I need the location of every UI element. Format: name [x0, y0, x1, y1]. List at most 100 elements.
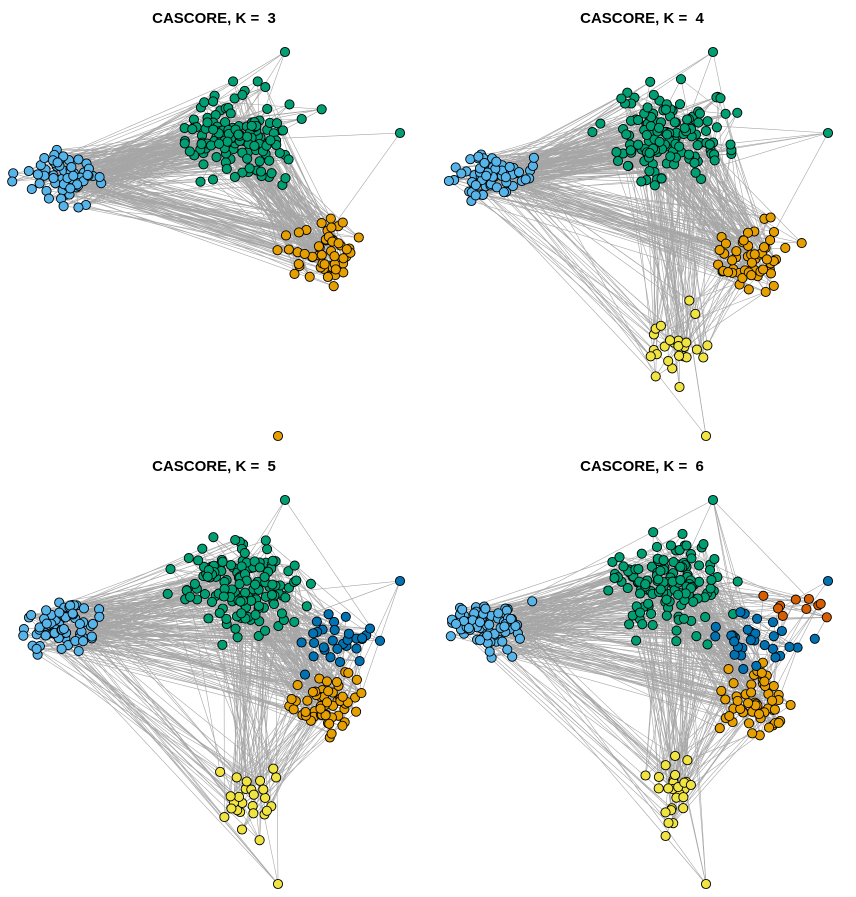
node — [289, 268, 300, 279]
edge — [69, 194, 328, 278]
node — [674, 544, 685, 556]
node — [690, 308, 701, 319]
edge — [463, 633, 669, 824]
node — [26, 184, 37, 195]
node — [743, 718, 755, 729]
edge — [76, 583, 195, 606]
node — [612, 155, 624, 167]
node — [261, 805, 272, 816]
nodes — [443, 46, 834, 442]
edge — [37, 654, 252, 790]
node — [773, 603, 784, 614]
edge — [666, 163, 802, 244]
node — [329, 251, 340, 262]
node — [208, 532, 219, 543]
node — [715, 93, 726, 104]
node — [640, 579, 651, 590]
node — [710, 621, 721, 632]
node — [221, 163, 232, 174]
node — [815, 598, 826, 609]
node — [729, 636, 740, 647]
edge — [484, 550, 677, 607]
edge — [338, 580, 401, 716]
node — [709, 155, 720, 166]
node — [607, 556, 618, 568]
node — [196, 139, 207, 150]
node — [682, 755, 693, 766]
node — [39, 153, 50, 164]
node — [354, 656, 365, 667]
node — [614, 552, 625, 563]
node — [87, 618, 98, 630]
node — [357, 633, 368, 644]
node — [504, 161, 515, 173]
node — [759, 242, 770, 253]
node — [226, 803, 237, 814]
node — [184, 146, 195, 157]
node — [746, 687, 757, 698]
edge — [490, 183, 673, 369]
node — [203, 613, 214, 624]
node — [242, 153, 253, 164]
node — [337, 691, 348, 702]
node — [655, 584, 666, 595]
node — [654, 136, 665, 147]
node — [222, 136, 233, 147]
network-graph — [18, 494, 406, 890]
node — [484, 646, 495, 657]
node — [694, 108, 705, 119]
node — [649, 180, 660, 191]
node — [219, 812, 230, 823]
node — [328, 281, 339, 292]
node — [648, 89, 659, 100]
node — [279, 46, 291, 58]
edge — [40, 81, 234, 166]
edge — [500, 174, 707, 437]
node — [276, 608, 287, 619]
node — [671, 636, 682, 647]
node — [484, 619, 495, 630]
edge — [167, 593, 238, 811]
edge — [186, 590, 274, 769]
node — [745, 635, 756, 646]
node — [647, 620, 658, 631]
node — [293, 259, 304, 270]
node — [217, 556, 228, 567]
node — [633, 115, 644, 126]
node — [52, 157, 63, 168]
node — [214, 607, 225, 619]
network-panel-k3: CASCORE, K = 3 — [0, 0, 428, 448]
node — [193, 555, 204, 566]
node — [272, 245, 283, 256]
edge — [645, 570, 661, 776]
node — [765, 212, 776, 223]
edge — [672, 709, 774, 824]
node — [255, 166, 267, 177]
edge — [71, 166, 325, 265]
node — [323, 609, 334, 620]
node — [700, 878, 712, 890]
node — [704, 564, 716, 576]
node — [264, 155, 275, 166]
edge — [525, 51, 714, 180]
node — [677, 528, 688, 539]
edge — [512, 174, 655, 335]
edge — [479, 617, 827, 623]
edge — [664, 144, 753, 263]
edge — [36, 634, 238, 811]
node — [82, 169, 93, 180]
edge — [232, 81, 333, 242]
node — [237, 89, 248, 101]
node — [327, 635, 338, 646]
node — [456, 168, 467, 179]
edge — [676, 132, 704, 358]
edge — [52, 109, 322, 161]
node — [236, 824, 248, 835]
node — [325, 652, 336, 663]
node — [768, 226, 780, 238]
panel-title: CASCORE, K = 5 — [152, 458, 276, 475]
edge — [462, 556, 620, 610]
node — [678, 613, 690, 624]
node — [316, 218, 327, 229]
node — [262, 103, 273, 114]
